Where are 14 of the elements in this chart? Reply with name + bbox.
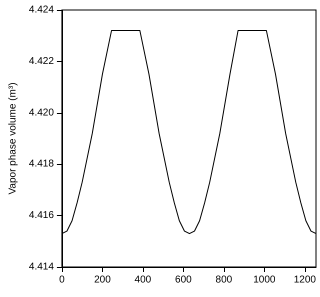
y-axis-title: Vapor phase volume (m³)	[8, 82, 18, 195]
y-tick-label: 4.418	[28, 158, 54, 170]
y-tick-label: 4.422	[28, 56, 54, 67]
x-tick-label: 1000	[253, 274, 276, 286]
x-tick-label: 400	[134, 274, 152, 286]
y-tick-label: 4.414	[28, 262, 54, 272]
x-tick-label: 800	[216, 274, 233, 286]
x-tick-label: 200	[94, 274, 112, 286]
y-tick-label: 4.424	[28, 4, 54, 16]
y-tick-label: 4.420	[28, 107, 54, 118]
x-tick-label: 0	[59, 274, 66, 286]
y-tick-label: 4.416	[28, 210, 54, 222]
x-tick-label: 1200	[294, 274, 316, 286]
x-tick-label: 600	[175, 274, 192, 286]
